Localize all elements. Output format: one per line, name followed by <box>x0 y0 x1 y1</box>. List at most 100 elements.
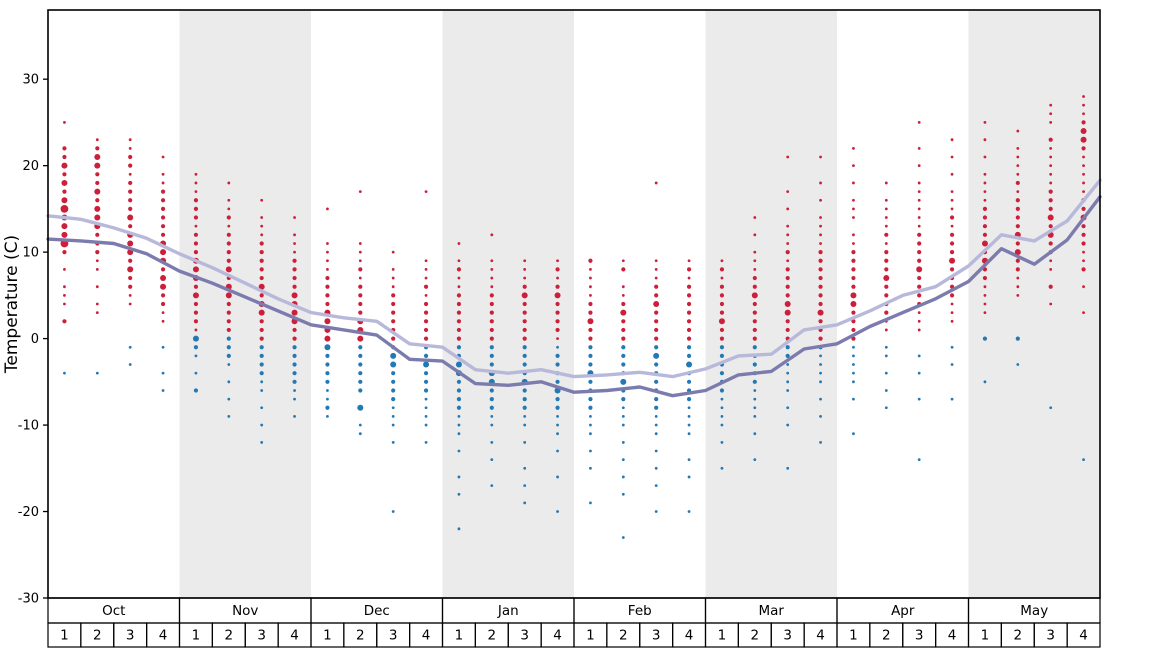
max-temp-dot <box>917 146 921 150</box>
max-temp-dot <box>884 293 889 298</box>
max-temp-dot <box>128 302 132 306</box>
min-temp-dot <box>161 345 165 349</box>
max-temp-dot <box>424 293 428 297</box>
y-tick-label: -10 <box>18 419 39 434</box>
max-temp-dot <box>1048 198 1053 203</box>
max-temp-dot <box>95 232 100 237</box>
min-temp-dot <box>556 475 559 479</box>
max-temp-dot <box>1082 181 1085 185</box>
max-temp-dot <box>95 302 99 306</box>
min-temp-dot <box>719 388 725 393</box>
max-temp-dot <box>917 328 921 332</box>
min-temp-dot <box>589 501 592 505</box>
max-temp-dot <box>719 336 725 341</box>
max-temp-dot <box>391 293 396 298</box>
month-shading-bands <box>179 10 1100 598</box>
max-temp-dot <box>1016 146 1020 150</box>
max-temp-dot <box>226 301 231 307</box>
week-label: 2 <box>882 628 891 644</box>
max-temp-dot <box>818 336 823 341</box>
max-temp-dot <box>325 275 330 281</box>
max-temp-dot <box>128 163 133 168</box>
max-temp-dot <box>884 224 888 228</box>
week-label: 2 <box>356 628 365 644</box>
min-temp-dot <box>785 353 790 358</box>
max-temp-dot <box>424 276 428 280</box>
max-temp-dot <box>193 310 199 315</box>
max-temp-dot <box>95 268 99 271</box>
max-temp-dot <box>589 276 592 280</box>
max-temp-dot <box>194 190 198 193</box>
max-temp-dot <box>490 285 494 289</box>
min-temp-dot <box>687 432 691 436</box>
min-temp-dot <box>884 354 888 358</box>
min-temp-dot <box>325 371 330 376</box>
max-temp-dot <box>917 311 921 315</box>
week-label: 3 <box>257 628 266 644</box>
min-temp-dot <box>720 466 724 470</box>
max-temp-dot <box>226 232 231 237</box>
max-temp-dot <box>555 319 560 324</box>
max-temp-dot <box>161 181 165 185</box>
max-temp-dot <box>555 310 560 315</box>
week-cell <box>1066 622 1101 648</box>
max-temp-dot <box>391 310 396 315</box>
max-temp-dot <box>884 250 889 255</box>
week-label: 1 <box>192 628 201 644</box>
max-temp-dot <box>1080 136 1087 143</box>
max-temp-dot <box>588 258 593 263</box>
min-temp-dot <box>654 449 658 453</box>
max-temp-dot <box>1082 155 1085 159</box>
max-temp-dot <box>752 336 757 341</box>
max-temp-dot <box>720 276 724 280</box>
max-temp-dot <box>226 327 231 333</box>
max-temp-dot <box>784 309 791 316</box>
min-temp-dot <box>391 371 396 376</box>
min-temp-dot <box>720 423 724 427</box>
min-temp-dot <box>555 379 560 384</box>
min-temp-dot <box>1016 363 1020 366</box>
min-temp-dot <box>490 415 494 418</box>
min-temp-dot <box>687 510 691 513</box>
max-temp-dot <box>1048 189 1053 194</box>
max-temp-dot <box>160 267 166 272</box>
max-temp-dot <box>851 250 856 255</box>
max-temp-dot <box>719 327 725 333</box>
max-temp-dot <box>423 310 429 315</box>
max-temp-dot <box>852 146 855 150</box>
min-temp-dot <box>588 405 593 410</box>
min-temp-dot <box>293 397 296 401</box>
max-temp-dot <box>1082 172 1085 176</box>
min-temp-dot <box>358 379 363 384</box>
max-temp-dot <box>851 258 856 263</box>
max-temp-dot <box>292 327 297 333</box>
max-temp-dot <box>291 309 298 316</box>
max-temp-dot <box>621 285 625 289</box>
max-temp-dot <box>292 275 297 281</box>
max-temp-dot <box>193 284 199 289</box>
max-temp-dot <box>917 232 922 237</box>
max-temp-dot <box>917 190 921 193</box>
max-temp-dot <box>1016 129 1020 133</box>
min-temp-dot <box>819 363 822 366</box>
max-temp-dot <box>917 224 921 228</box>
max-temp-dot <box>917 207 921 211</box>
max-temp-dot <box>490 233 494 237</box>
min-temp-dot <box>686 379 692 384</box>
max-temp-dot <box>753 259 757 263</box>
max-temp-dot <box>884 284 889 289</box>
min-temp-dot <box>786 466 790 470</box>
min-temp-dot <box>357 404 364 411</box>
min-temp-dot <box>326 415 329 418</box>
max-temp-dot <box>226 215 231 220</box>
min-temp-dot <box>753 458 757 462</box>
max-temp-dot <box>588 301 593 307</box>
max-temp-dot <box>63 293 66 297</box>
max-temp-dot <box>785 284 790 289</box>
max-temp-dot <box>818 301 823 307</box>
max-temp-dot <box>949 293 955 298</box>
min-temp-dot <box>785 345 790 350</box>
max-temp-dot <box>786 242 790 245</box>
max-temp-dot <box>127 266 134 273</box>
max-temp-dot <box>457 242 461 245</box>
